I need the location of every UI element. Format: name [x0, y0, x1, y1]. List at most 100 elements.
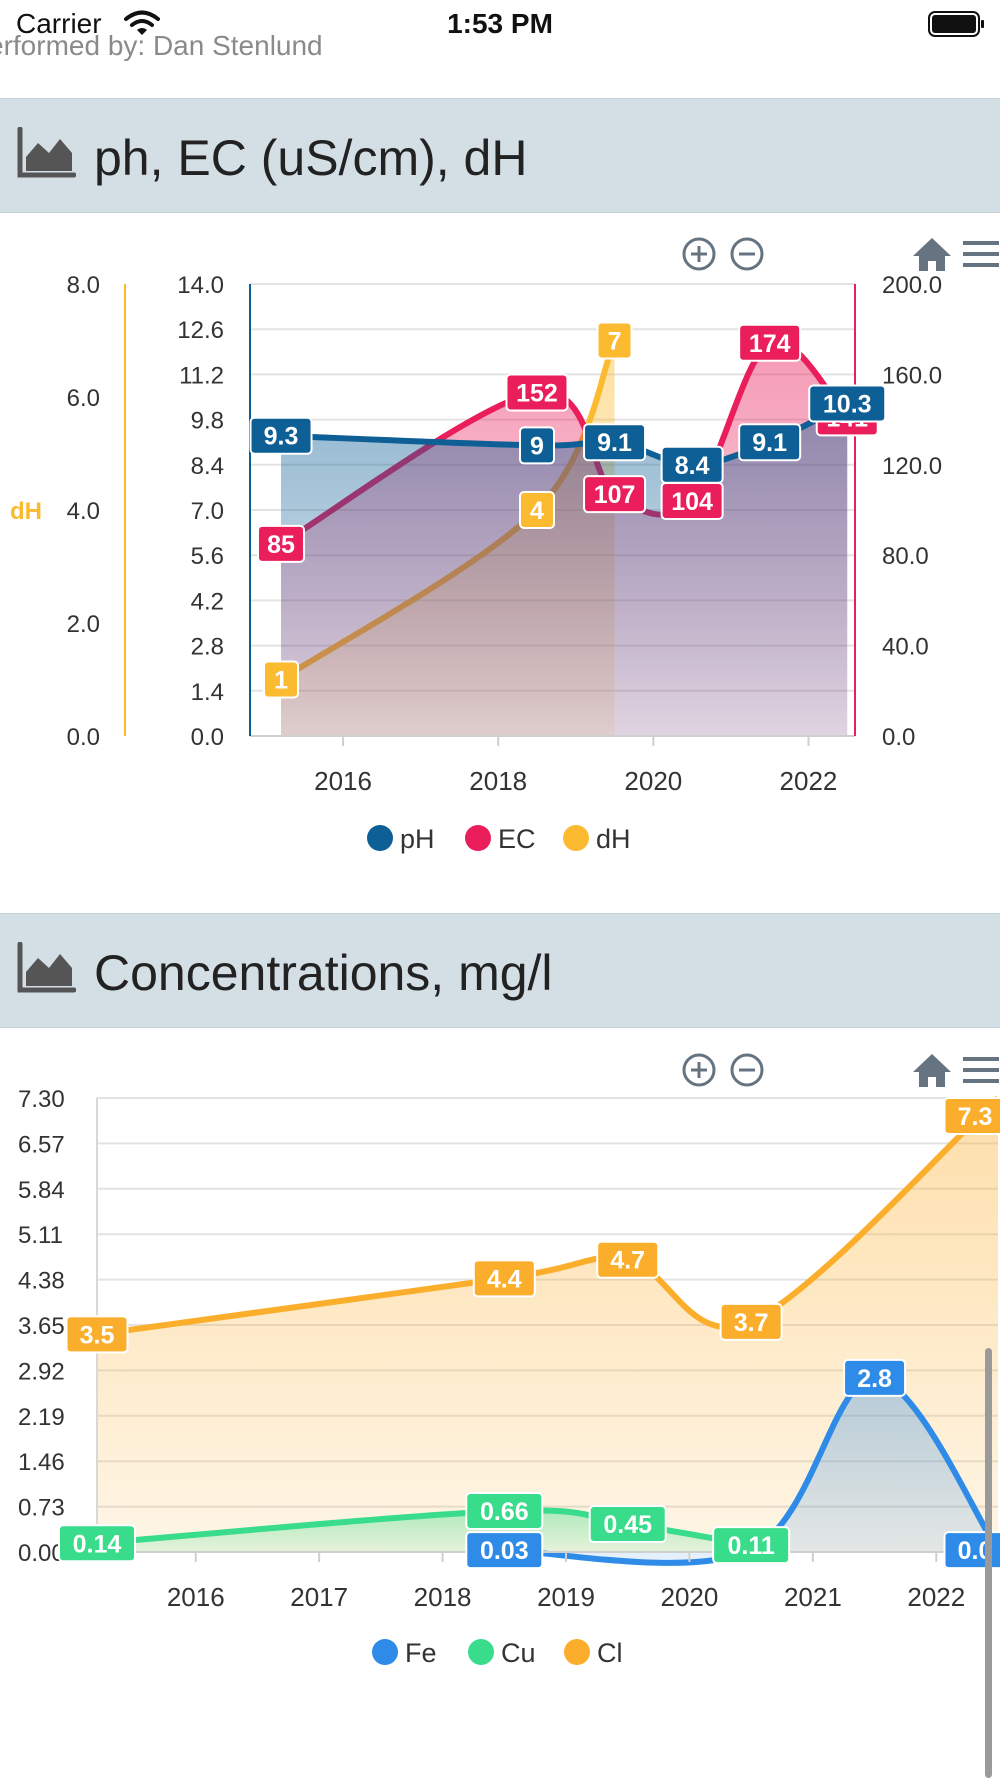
dh-tick-label: 6.0	[67, 385, 100, 412]
dh-tick-label: 2.0	[67, 611, 100, 638]
data-label-ph: 9.1	[738, 423, 802, 462]
x-tick-label: 2021	[784, 1582, 842, 1612]
data-label-cu: 0.66	[465, 1491, 544, 1530]
legend-item-ph[interactable]: pH	[367, 824, 435, 854]
y-tick-label: 2.19	[18, 1404, 65, 1431]
y-tick-label: 6.57	[18, 1131, 65, 1158]
home-icon[interactable]	[913, 238, 951, 271]
svg-text:0.66: 0.66	[480, 1498, 529, 1526]
data-label-fe: 0.03	[465, 1531, 544, 1570]
x-tick-label: 2019	[537, 1582, 595, 1612]
x-tick-label: 2018	[414, 1582, 472, 1612]
section-header-concentrations: Concentrations, mg/l	[0, 913, 1000, 1028]
ec-tick-label: 120.0	[882, 453, 942, 480]
ph-tick-label: 11.2	[179, 362, 224, 389]
ph-tick-label: 14.0	[177, 272, 224, 299]
svg-text:3.7: 3.7	[734, 1309, 769, 1337]
data-label-cl: 3.5	[65, 1315, 129, 1354]
data-label-ph: 9.1	[583, 423, 647, 462]
dh-tick-label: 8.0	[67, 272, 100, 299]
zoom-out-icon[interactable]	[730, 237, 764, 271]
data-label-cu: 0.11	[712, 1526, 791, 1565]
svg-text:0.03: 0.03	[480, 1537, 529, 1565]
y-tick-label: 7.30	[18, 1086, 65, 1113]
data-label-ph: 9	[518, 426, 555, 465]
data-label-fe: 2.8	[843, 1358, 907, 1397]
ec-tick-label: 80.0	[882, 543, 929, 570]
data-label-ec: 85	[257, 524, 306, 563]
svg-text:9.1: 9.1	[597, 429, 632, 457]
series-area-cu	[97, 1510, 752, 1552]
svg-text:9.3: 9.3	[264, 423, 299, 451]
y-tick-label: 3.65	[18, 1313, 65, 1340]
ph-tick-label: 4.2	[191, 588, 224, 615]
data-label-cl: 3.7	[719, 1302, 783, 1341]
zoom-out-icon[interactable]	[730, 1053, 764, 1087]
svg-text:4.4: 4.4	[487, 1265, 522, 1293]
svg-text:8.4: 8.4	[675, 452, 710, 480]
y-tick-label: 5.11	[18, 1222, 63, 1249]
y-tick-label: 0.00	[18, 1540, 65, 1567]
section-title: ph, EC (uS/cm), dH	[94, 130, 528, 186]
ph-tick-label: 0.0	[191, 724, 224, 751]
svg-text:2.8: 2.8	[857, 1365, 892, 1393]
y-tick-label: 0.73	[18, 1495, 65, 1522]
ph-tick-label: 8.4	[191, 453, 224, 480]
scroll-indicator[interactable]	[985, 1348, 992, 1778]
x-tick-label: 2016	[314, 766, 372, 796]
svg-text:pH: pH	[400, 824, 435, 854]
legend-item-dh[interactable]: dH	[563, 824, 631, 854]
data-label-cu: 0.14	[58, 1524, 136, 1563]
svg-text:107: 107	[594, 481, 636, 509]
svg-text:3.5: 3.5	[80, 1321, 115, 1349]
svg-text:7.3: 7.3	[958, 1103, 993, 1131]
svg-text:174: 174	[749, 330, 791, 358]
y-tick-label: 4.38	[18, 1268, 65, 1295]
data-label-ec: 174	[738, 323, 802, 362]
svg-text:Cu: Cu	[501, 1638, 536, 1668]
ec-tick-label: 40.0	[882, 634, 929, 661]
ph-tick-label: 1.4	[191, 679, 224, 706]
ec-tick-label: 200.0	[882, 272, 942, 299]
y-tick-label: 2.92	[18, 1358, 65, 1385]
y-tick-label: 1.46	[18, 1449, 65, 1476]
legend-item-cu[interactable]: Cu	[468, 1638, 536, 1668]
ph-tick-label: 7.0	[191, 498, 224, 525]
series-area-cl	[97, 1098, 998, 1552]
hamburger-menu-icon[interactable]	[963, 1057, 999, 1083]
section-header-ph-ec-dh: ph, EC (uS/cm), dH	[0, 98, 1000, 213]
series-line-fe	[504, 1374, 1000, 1566]
legend-item-fe[interactable]: Fe	[372, 1638, 437, 1668]
svg-text:4: 4	[530, 497, 544, 525]
x-tick-label: 2017	[290, 1582, 348, 1612]
dh-axis-label: dH	[10, 498, 42, 525]
area-chart-icon	[16, 941, 77, 999]
ph-tick-label: 2.8	[191, 634, 224, 661]
hamburger-menu-icon[interactable]	[963, 241, 999, 267]
carrier-label: Carrier	[16, 8, 102, 39]
svg-text:EC: EC	[498, 824, 536, 854]
data-label-ec: 107	[583, 475, 647, 514]
zoom-in-icon[interactable]	[682, 237, 716, 271]
status-time: 1:53 PM	[447, 8, 553, 39]
x-tick-label: 2022	[907, 1582, 965, 1612]
data-label-ec: 152	[505, 373, 569, 412]
area-chart-icon	[16, 126, 77, 184]
svg-text:10.3: 10.3	[823, 390, 872, 418]
y-tick-label: 5.84	[18, 1177, 65, 1204]
chart-toolbar	[682, 1053, 999, 1087]
x-tick-label: 2022	[780, 766, 838, 796]
svg-text:0.14: 0.14	[73, 1530, 122, 1558]
svg-text:0.45: 0.45	[603, 1511, 652, 1539]
legend-item-cl[interactable]: Cl	[564, 1638, 623, 1668]
home-icon[interactable]	[913, 1054, 951, 1087]
ph-tick-label: 12.6	[177, 317, 224, 344]
x-tick-label: 2020	[624, 766, 682, 796]
data-label-ec: 104	[660, 481, 724, 520]
x-tick-label: 2020	[661, 1582, 719, 1612]
svg-text:4.7: 4.7	[610, 1247, 645, 1275]
data-label-ph: 8.4	[660, 445, 724, 484]
zoom-in-icon[interactable]	[682, 1053, 716, 1087]
svg-text:Cl: Cl	[597, 1638, 623, 1668]
legend-item-ec[interactable]: EC	[465, 824, 536, 854]
